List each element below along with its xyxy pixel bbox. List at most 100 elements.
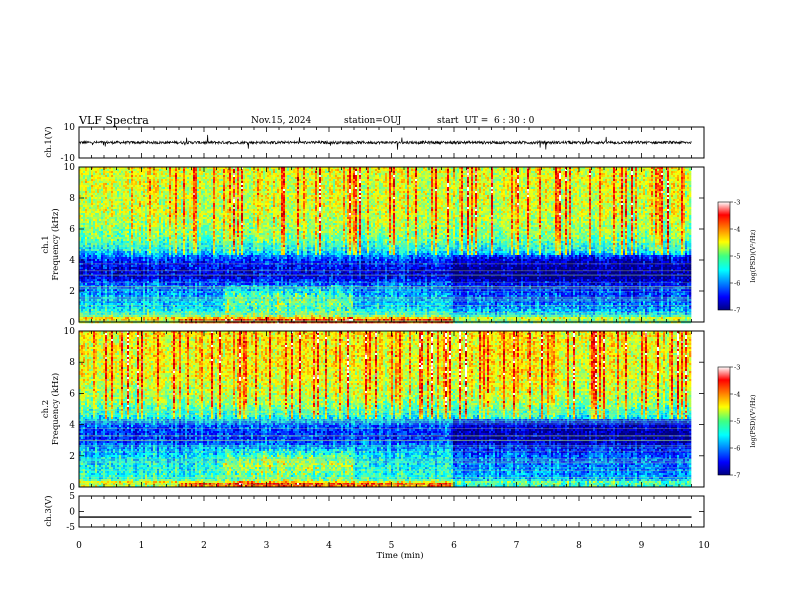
spectrogram-cell — [97, 187, 100, 190]
spectrogram-cell — [95, 281, 98, 284]
spectrogram-cell — [135, 257, 138, 260]
spectrogram-cell — [155, 271, 158, 274]
spectrogram-cell — [95, 173, 98, 176]
spectrogram-cell — [149, 189, 152, 192]
spectrogram-cell — [175, 169, 178, 172]
spectrogram-cell — [173, 281, 176, 284]
spectrogram-cell — [99, 301, 102, 304]
spectrogram-cell — [203, 243, 206, 246]
spectrogram-cell — [119, 197, 122, 200]
spectrogram-cell — [153, 201, 156, 204]
spectrogram-cell — [117, 217, 120, 220]
spectrogram-cell — [89, 283, 92, 286]
spectrogram-cell — [107, 315, 110, 318]
spectrogram-cell — [163, 243, 166, 246]
spectrogram-cell — [99, 225, 102, 228]
spectrogram-cell — [203, 183, 206, 186]
spectrogram-cell — [195, 221, 198, 224]
spectrogram-cell — [187, 227, 190, 230]
spectrogram-cell — [149, 291, 152, 294]
spectrogram-cell — [89, 189, 92, 192]
spectrogram-cell — [197, 275, 200, 278]
spectrogram-cell — [131, 173, 134, 176]
spectrogram-cell — [105, 271, 108, 274]
spectrogram-cell — [171, 185, 174, 188]
spectrogram-cell — [87, 183, 90, 186]
spectrogram-cell — [81, 219, 84, 222]
spectrogram-cell — [103, 239, 106, 242]
spectrogram-cell — [91, 223, 94, 226]
spectrogram-cell — [87, 219, 90, 222]
spectrogram-cell — [83, 261, 86, 264]
spectrogram-cell — [127, 183, 130, 186]
spectrogram-cell — [181, 235, 184, 238]
spectrogram-cell — [205, 209, 208, 212]
spectrogram-cell — [119, 271, 122, 274]
spectrogram-cell — [113, 205, 116, 208]
spectrogram-cell — [83, 215, 86, 218]
spectrogram-cell — [121, 231, 124, 234]
spectrogram-cell — [169, 227, 172, 230]
spectrogram-cell — [163, 221, 166, 224]
spectrogram-cell — [141, 183, 144, 186]
spectrogram-cell — [97, 191, 100, 194]
spectrogram-cell — [83, 213, 86, 216]
spectrogram-cell — [139, 309, 142, 312]
spectrogram-cell — [117, 203, 120, 206]
spectrogram-cell — [175, 273, 178, 276]
spectrogram-cell — [83, 293, 86, 296]
spectrogram-cell — [163, 219, 166, 222]
spectrogram-cell — [201, 229, 204, 232]
spectrogram-cell — [193, 223, 196, 226]
spectrogram-cell — [93, 229, 96, 232]
spectrogram-cell — [169, 241, 172, 244]
spectrogram-cell — [135, 233, 138, 236]
spectrogram-cell — [197, 255, 200, 258]
spectrogram-cell — [133, 185, 136, 188]
spectrogram-cell — [85, 253, 88, 256]
spectrogram-cell — [137, 237, 140, 240]
spectrogram-cell — [131, 207, 134, 210]
spectrogram-cell — [101, 277, 104, 280]
spectrogram-cell — [105, 239, 108, 242]
spectrogram-cell — [129, 167, 132, 170]
spectrogram-cell — [115, 197, 118, 200]
spectrogram-cell — [109, 315, 112, 318]
spectrogram-cell — [157, 229, 160, 232]
spectrogram-cell — [193, 283, 196, 286]
spectrogram-cell — [197, 269, 200, 272]
spectrogram-cell — [121, 251, 124, 254]
spectrogram-cell — [141, 269, 144, 272]
spectrogram-cell — [153, 179, 156, 182]
spectrogram-cell — [201, 259, 204, 262]
spectrogram-cell — [147, 311, 150, 314]
spectrogram-cell — [121, 197, 124, 200]
spectrogram-cell — [115, 175, 118, 178]
spectrogram-cell — [103, 181, 106, 184]
spectrogram-cell — [149, 241, 152, 244]
spectrogram-cell — [149, 195, 152, 198]
spectrogram-cell — [171, 237, 174, 240]
spectrogram-cell — [111, 177, 114, 180]
spectrogram-cell — [127, 215, 130, 218]
spectrogram-cell — [175, 181, 178, 184]
spectrogram-cell — [131, 259, 134, 262]
spectrogram-cell — [113, 293, 116, 296]
spectrogram-cell — [95, 207, 98, 210]
spectrogram-cell — [189, 253, 192, 256]
spectrogram-cell — [117, 275, 120, 278]
spectrogram-cell — [129, 303, 132, 306]
spectrogram-cell — [111, 283, 114, 286]
spectrogram-cell — [173, 223, 176, 226]
spectrogram-cell — [167, 207, 170, 210]
spectrogram-cell — [183, 171, 186, 174]
spectrogram-cell — [99, 281, 102, 284]
spectrogram-cell — [91, 291, 94, 294]
spectrogram-cell — [175, 167, 178, 170]
spectrogram-cell — [143, 275, 146, 278]
spectrogram-cell — [87, 271, 90, 274]
spectrogram-cell — [141, 199, 144, 202]
spectrogram-cell — [153, 269, 156, 272]
spectrogram-cell — [187, 207, 190, 210]
spectrogram-cell — [97, 211, 100, 214]
